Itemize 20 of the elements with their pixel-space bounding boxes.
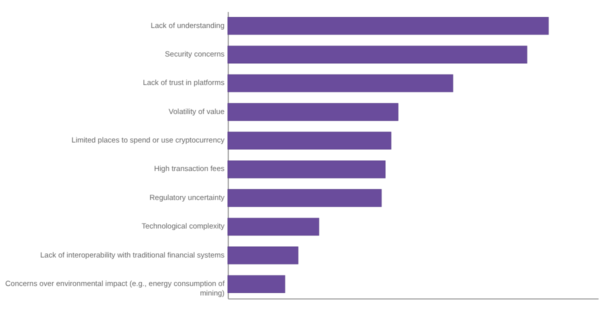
y-tick-label: High transaction fees (154, 164, 225, 174)
y-tick-label: Lack of trust in platforms (142, 78, 225, 88)
bar (228, 160, 386, 178)
bar (228, 103, 398, 121)
bar (228, 218, 320, 236)
y-tick-label: Lack of understanding (150, 20, 225, 30)
y-tick-label: Concerns over environmental impact (e.g., energy consumption of mining) (5, 278, 226, 298)
bar (228, 189, 382, 207)
y-tick-label: Lack of interoperability with traditional financial systems (40, 250, 225, 260)
bar (228, 74, 454, 92)
bar (228, 46, 528, 64)
y-tick-label: Volatility of value (168, 106, 225, 116)
y-tick-label: Regulatory uncertainty (149, 192, 225, 202)
bar (228, 275, 286, 293)
bar (228, 132, 392, 150)
bar (228, 17, 549, 35)
y-tick-label: Technological complexity (142, 222, 225, 231)
bar (228, 246, 298, 264)
y-tick-label: Security concerns (164, 49, 225, 58)
y-tick-label: Limited places to spend or use cryptocurrency (72, 136, 225, 145)
